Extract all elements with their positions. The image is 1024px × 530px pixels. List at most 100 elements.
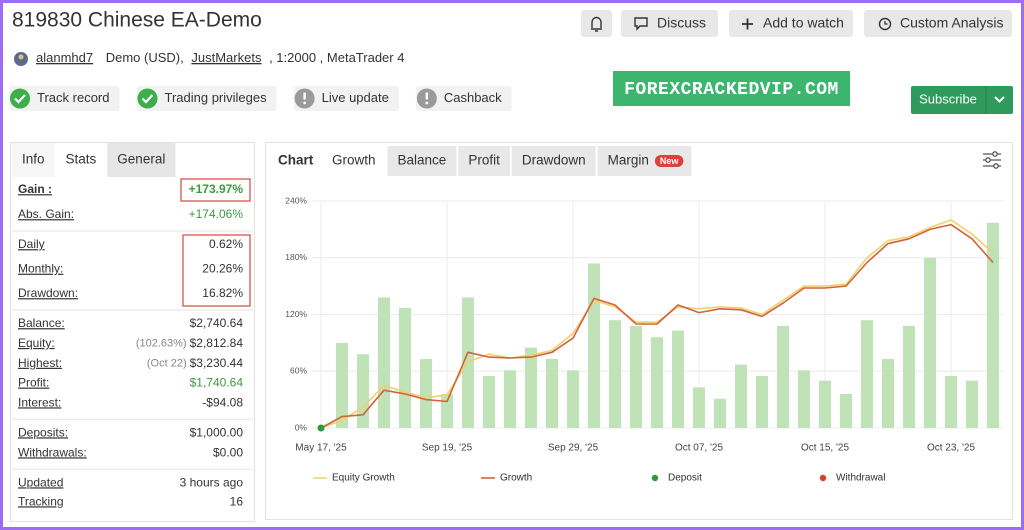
chart-settings[interactable] xyxy=(983,151,1001,169)
badge-label: Trading privileges xyxy=(164,90,267,105)
bar xyxy=(651,337,663,428)
bar xyxy=(819,380,831,428)
stat-note: (102.63%) xyxy=(136,338,187,350)
series-line xyxy=(320,223,994,429)
event-marker xyxy=(317,424,325,432)
badge: Live update xyxy=(293,86,399,111)
subscribe-label: Subscribe xyxy=(919,91,977,106)
bell-button[interactable] xyxy=(581,10,612,37)
stat-label: Balance: xyxy=(18,316,65,330)
stat-label: Gain : xyxy=(18,182,52,196)
stat-value: $1,740.64 xyxy=(190,376,244,390)
stat-label: Updated xyxy=(18,475,63,489)
stat-label: Highest: xyxy=(18,356,62,370)
bar xyxy=(945,375,957,428)
exclaim-dot xyxy=(303,101,307,105)
stat-value: $1,000.00 xyxy=(190,425,244,439)
stat-note: (Oct 22) xyxy=(147,358,187,370)
chart-tab-label[interactable]: Profit xyxy=(468,153,500,168)
x-tick-label: Oct 07, '25 xyxy=(675,443,723,454)
bar xyxy=(588,263,600,428)
stats-tab[interactable] xyxy=(12,143,55,177)
stats: Info Stats General Gain : +173.97% Abs. Gain:… xyxy=(12,143,253,508)
bar xyxy=(441,393,453,428)
x-tick-label: May 17, '25 xyxy=(295,443,347,454)
bar xyxy=(420,358,432,428)
chart-tab-label[interactable]: Growth xyxy=(332,153,376,168)
bar xyxy=(630,325,642,428)
bar xyxy=(714,398,726,428)
badge-icon xyxy=(10,88,30,109)
legend-label: Withdrawal xyxy=(836,473,885,484)
bar xyxy=(924,257,936,428)
x-tick-label: Sep 29, '25 xyxy=(548,443,599,454)
y-tick-label: 240% xyxy=(285,195,307,205)
avatar-face xyxy=(18,54,24,60)
bar xyxy=(987,222,999,428)
bar xyxy=(525,347,537,428)
analysis-button[interactable]: Custom Analysis xyxy=(864,10,1012,37)
badge-bg xyxy=(136,86,277,111)
stats-tab-label[interactable]: Info xyxy=(22,152,45,167)
y-tick-label: 0% xyxy=(295,422,308,432)
page-title: 819830 Chinese EA-Demo xyxy=(12,9,262,32)
x-tick-label: Oct 23, '25 xyxy=(927,443,975,454)
new-badge xyxy=(654,155,684,167)
bar xyxy=(903,325,915,428)
stat-label: Abs. Gain: xyxy=(18,207,74,221)
y-tick-label: 120% xyxy=(285,309,307,319)
chart-tab[interactable] xyxy=(387,146,457,176)
legend-swatch xyxy=(651,474,659,482)
series-line xyxy=(320,219,994,429)
watch-button[interactable]: Add to watch xyxy=(729,10,853,37)
y-tick-label: 60% xyxy=(290,366,307,376)
new-badge-label: New xyxy=(660,156,680,166)
legend-label: Deposit xyxy=(668,473,702,484)
chart-tab-label[interactable]: Balance xyxy=(398,153,447,168)
stat-label: Daily xyxy=(18,237,45,251)
stat-label: Equity: xyxy=(18,336,55,350)
x-tick-label: Sep 19, '25 xyxy=(422,443,473,454)
bar xyxy=(777,325,789,428)
bar xyxy=(672,330,684,428)
badge-label: Track record xyxy=(37,90,109,105)
account-line: alanmhd7 Demo (USD), JustMarkets , 1:200… xyxy=(36,50,404,65)
bar xyxy=(861,320,873,428)
stat-value: 20.26% xyxy=(202,262,243,276)
chart-tab[interactable] xyxy=(458,146,510,176)
badge-label: Cashback xyxy=(444,90,502,105)
chart-tabs-label: Chart xyxy=(278,153,314,168)
watermark: FOREXCRACKEDVIP.COM xyxy=(624,80,839,100)
badge: Trading privileges xyxy=(136,86,277,111)
stat-label: Drawdown: xyxy=(18,286,78,300)
button-label: Custom Analysis xyxy=(900,15,1003,31)
stat-label: Interest: xyxy=(18,395,61,409)
chart-tab-label[interactable]: Margin xyxy=(608,153,649,168)
stats-panel xyxy=(10,142,255,522)
chart-tab[interactable] xyxy=(322,146,386,176)
subscribe-button[interactable]: Subscribe xyxy=(911,86,1013,114)
badge: Track record xyxy=(9,86,120,111)
stats-tab[interactable] xyxy=(55,143,107,177)
badge: Cashback xyxy=(415,86,512,111)
stat-value: $3,230.44 xyxy=(190,356,244,370)
stats-tab-label[interactable]: Stats xyxy=(66,152,97,167)
discuss-button[interactable]: Discuss xyxy=(621,10,718,37)
badge-bg xyxy=(293,86,399,111)
stats-tab-label[interactable]: General xyxy=(117,152,165,167)
stat-value: +173.97% xyxy=(189,182,244,196)
bar xyxy=(357,354,369,428)
user-link[interactable]: alanmhd7 xyxy=(36,50,93,65)
bar xyxy=(756,375,768,428)
chart-tabs: Chart Growth Balance Profit Drawdown Margin Ne… xyxy=(278,146,692,176)
broker-link[interactable]: JustMarkets xyxy=(191,50,262,65)
chart-tab[interactable] xyxy=(511,146,596,176)
chart-tab-label[interactable]: Drawdown xyxy=(522,153,586,168)
stat-value: $2,812.84 xyxy=(190,336,244,350)
bar xyxy=(483,375,495,428)
legend-label: Equity Growth xyxy=(332,473,395,484)
exclaim-dot xyxy=(425,101,429,105)
bar xyxy=(609,320,621,428)
badge-icon xyxy=(137,88,158,109)
stats-tab[interactable] xyxy=(107,143,176,177)
